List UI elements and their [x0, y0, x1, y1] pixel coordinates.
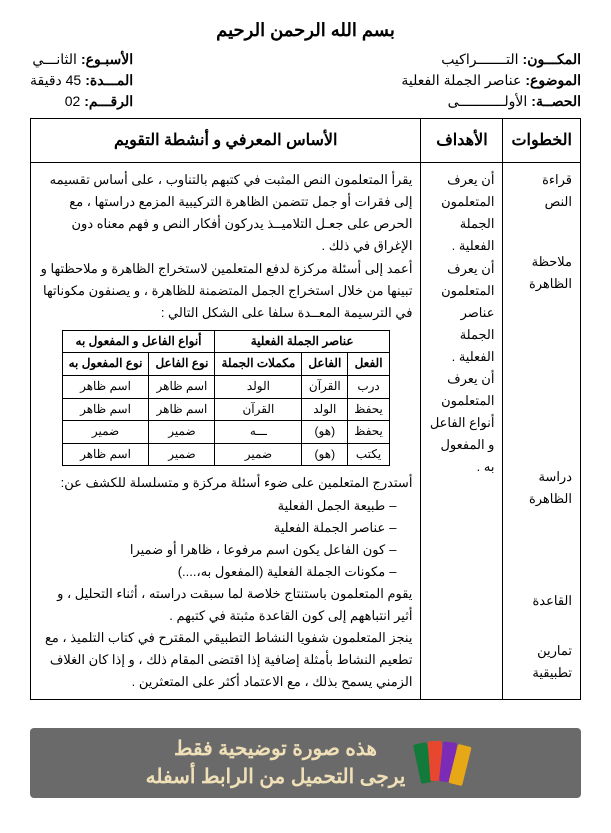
col-3: نوع الفاعل	[149, 353, 215, 376]
steps-cell: قراءة النص ملاحظة الظاهرة دراسة الظاهرة …	[503, 163, 581, 700]
books-icon	[415, 738, 465, 788]
cell: الولد	[215, 376, 302, 399]
content-cell: يقرأ المتعلمون النص المثبت في كتبهم بالت…	[31, 163, 421, 700]
bismillah-title: بسم الله الرحمن الرحيم	[30, 20, 581, 41]
table-row: يحفظ الولد القرآن اسم ظاهر اسم ظاهر	[62, 398, 389, 421]
watermark-banner: هذه صورة توضيحية فقط يرجى التحميل من الر…	[30, 728, 581, 798]
bullet-4: مكونات الجملة الفعلية (المفعول به،....)	[39, 561, 396, 583]
cell: القرآن	[215, 398, 302, 421]
header-content: الأساس المعرفي و أنشطة التقويم	[31, 119, 421, 163]
header-right-col: المكـــون: التـــــــراكيب الموضوع: عناص…	[401, 51, 581, 110]
goal-3: أن يعرف المتعلمون أنواع الفاعل و المفعول…	[429, 368, 494, 478]
component-value: التـــــــراكيب	[441, 51, 518, 68]
cell: ضمير	[215, 443, 302, 466]
col-2: مكملات الجملة	[215, 353, 302, 376]
cell: ـــه	[215, 421, 302, 444]
cell: يحفظ	[348, 398, 390, 421]
week-row: الأسبـوع: الثانـــي	[30, 51, 133, 68]
cell: ضمير	[149, 421, 215, 444]
watermark-line2: يرجى التحميل من الرابط أسفله	[146, 763, 406, 791]
step-5: تمارين تطبيقية	[511, 640, 572, 684]
col-0: الفعل	[348, 353, 390, 376]
duration-label: المـــدة:	[85, 72, 133, 89]
cell: اسم ظاهر	[62, 376, 149, 399]
content-p1: يقرأ المتعلمون النص المثبت في كتبهم بالت…	[39, 169, 412, 257]
component-row: المكـــون: التـــــــراكيب	[401, 51, 581, 68]
subject-label: الموضوع:	[525, 72, 581, 89]
cell: (هو)	[302, 421, 348, 444]
inner-header-1: عناصر الجملة الفعلية	[215, 330, 389, 353]
content-p3: أستدرج المتعلمين على ضوء أسئلة مركزة و م…	[39, 472, 412, 494]
cell: (هو)	[302, 443, 348, 466]
bullet-list: طبيعة الجمل الفعلية عناصر الجملة الفعلية…	[39, 495, 412, 583]
cell: الولد	[302, 398, 348, 421]
header-steps: الخطوات	[503, 119, 581, 163]
step-3: دراسة الظاهرة	[511, 466, 572, 510]
week-label: الأسبـوع:	[81, 51, 133, 68]
cell: اسم ظاهر	[149, 398, 215, 421]
number-row: الرقـــم: 02	[30, 93, 133, 110]
goal-2: أن يعرف المتعلمون عناصر الجملة الفعلية .	[429, 258, 494, 368]
cell: درب	[348, 376, 390, 399]
watermark-text: هذه صورة توضيحية فقط يرجى التحميل من الر…	[146, 735, 406, 791]
header-goals: الأهداف	[421, 119, 503, 163]
cell: اسم ظاهر	[62, 398, 149, 421]
cell: اسم ظاهر	[149, 376, 215, 399]
table-row: درب القرآن الولد اسم ظاهر اسم ظاهر	[62, 376, 389, 399]
grammar-table: عناصر الجملة الفعلية أنواع الفاعل و المف…	[62, 330, 390, 467]
bullet-2: عناصر الجملة الفعلية	[39, 517, 396, 539]
duration-row: المـــدة: 45 دقيقة	[30, 72, 133, 89]
week-value: الثانـــي	[32, 51, 77, 68]
watermark-line1: هذه صورة توضيحية فقط	[146, 735, 406, 763]
table-row: يحفظ (هو) ـــه ضمير ضمير	[62, 421, 389, 444]
cell: القرآن	[302, 376, 348, 399]
session-row: الحصــة: الأولـــــــــــى	[401, 93, 581, 110]
content-p5: ينجز المتعلمون شفويا النشاط التطبيقي الم…	[39, 627, 412, 693]
cell: يكتب	[348, 443, 390, 466]
component-label: المكـــون:	[523, 51, 581, 68]
cell: يحفظ	[348, 421, 390, 444]
subject-value: عناصر الجملة الفعلية	[401, 72, 521, 89]
subject-row: الموضوع: عناصر الجملة الفعلية	[401, 72, 581, 89]
goals-cell: أن يعرف المتعلمون الجملة الفعلية . أن يع…	[421, 163, 503, 700]
bullet-3: كون الفاعل يكون اسم مرفوعا ، ظاهرا أو ضم…	[39, 539, 396, 561]
header-left-col: الأسبـوع: الثانـــي المـــدة: 45 دقيقة ا…	[30, 51, 133, 110]
step-4: القاعدة	[511, 590, 572, 612]
cell: ضمير	[149, 443, 215, 466]
cell: ضمير	[62, 421, 149, 444]
step-1: قراءة النص	[511, 169, 572, 213]
main-lesson-table: الخطوات الأهداف الأساس المعرفي و أنشطة ا…	[30, 118, 581, 700]
inner-header-2: أنواع الفاعل و المفعول به	[62, 330, 215, 353]
number-value: 02	[65, 93, 81, 110]
goal-1: أن يعرف المتعلمون الجملة الفعلية .	[429, 169, 494, 257]
col-1: الفاعل	[302, 353, 348, 376]
cell: اسم ظاهر	[62, 443, 149, 466]
table-row: يكتب (هو) ضمير ضمير اسم ظاهر	[62, 443, 389, 466]
content-p2: أعمد إلى أسئلة مركزة لدفع المتعلمين لاست…	[39, 258, 412, 324]
col-4: نوع المفعول به	[62, 353, 149, 376]
session-value: الأولـــــــــــى	[448, 93, 528, 110]
duration-value: 45 دقيقة	[30, 72, 81, 89]
bullet-1: طبيعة الجمل الفعلية	[39, 495, 396, 517]
number-label: الرقـــم:	[84, 93, 133, 110]
content-p4: يقوم المتعلمون باستنتاج خلاصة لما سبقت د…	[39, 583, 412, 627]
session-label: الحصــة:	[531, 93, 581, 110]
step-2: ملاحظة الظاهرة	[511, 251, 572, 295]
header-info: المكـــون: التـــــــراكيب الموضوع: عناص…	[30, 51, 581, 110]
